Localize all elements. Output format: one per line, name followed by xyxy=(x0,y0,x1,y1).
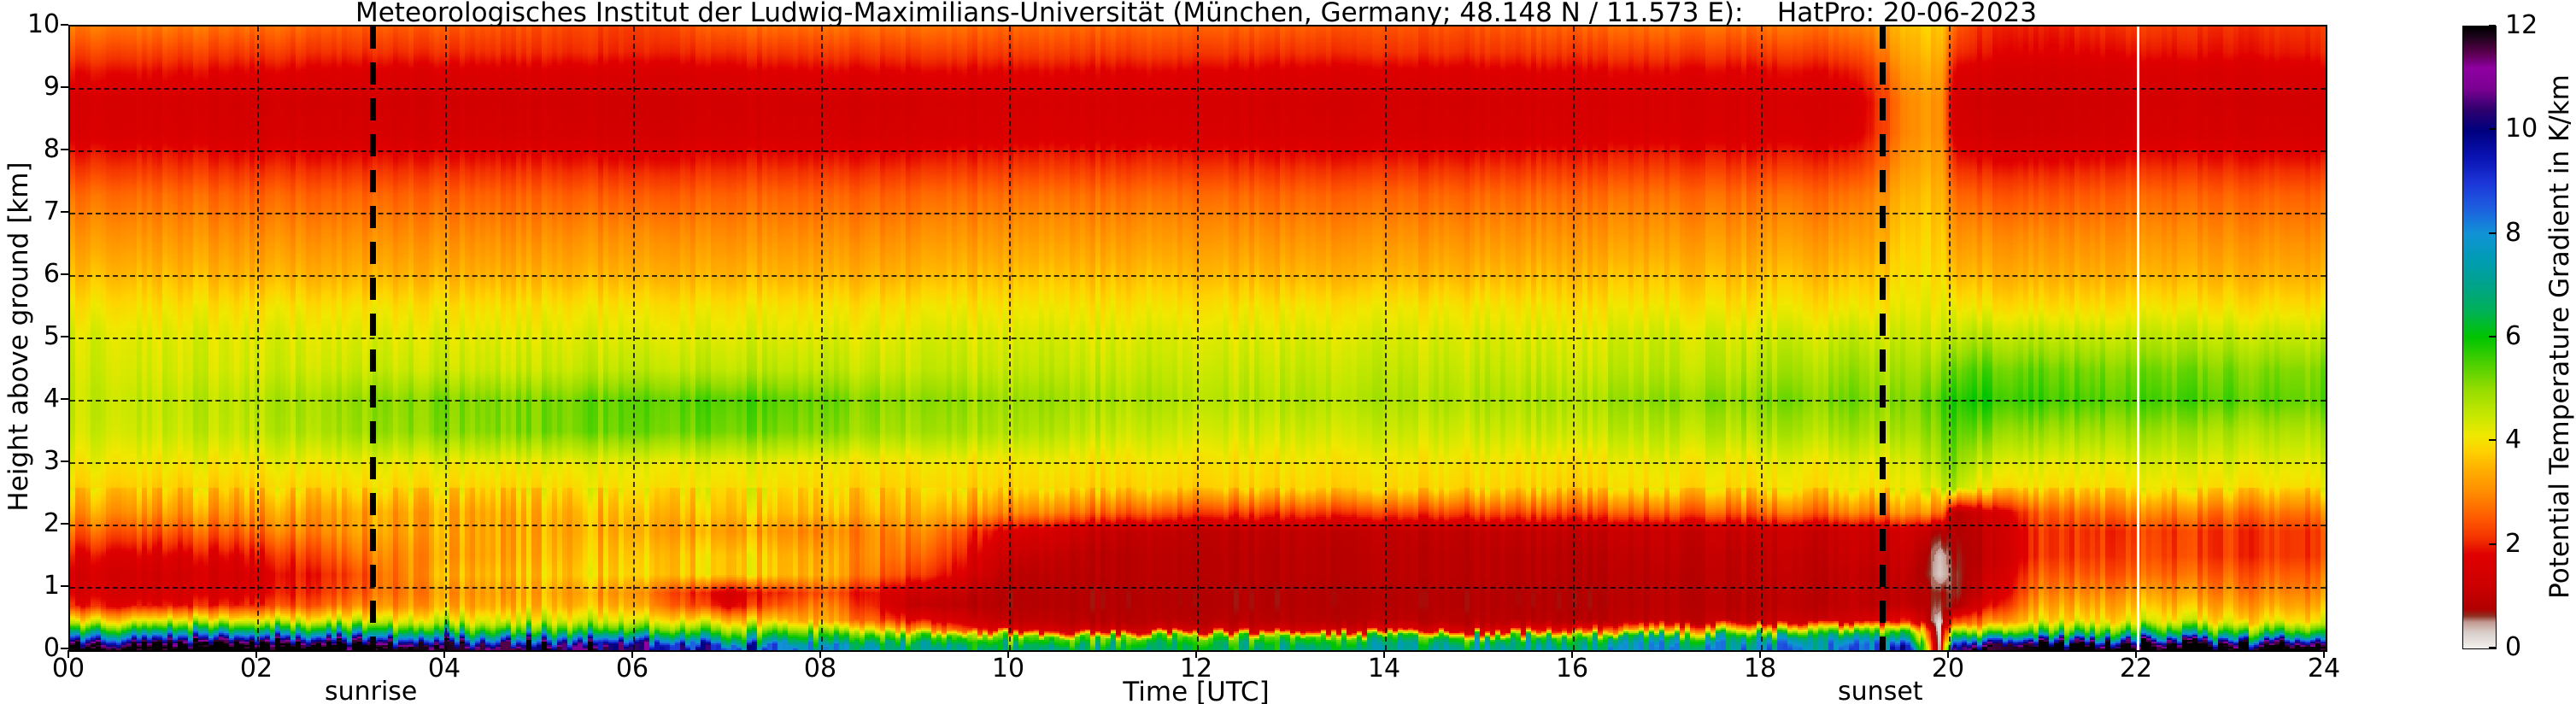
colorbar-tick-label: 4 xyxy=(2505,425,2522,455)
y-tick-mark xyxy=(61,149,68,150)
sunrise-label: sunrise xyxy=(324,677,418,704)
x-tick-label: 02 xyxy=(239,654,273,683)
plot-area xyxy=(68,25,2327,652)
x-tick-mark xyxy=(1947,650,1949,658)
x-tick-mark xyxy=(1571,650,1573,658)
y-tick-label: 2 xyxy=(43,508,60,538)
gridline-vertical xyxy=(1949,26,1951,650)
x-tick-label: 08 xyxy=(803,654,837,683)
gridline-vertical xyxy=(1009,26,1011,650)
x-tick-mark xyxy=(631,650,633,658)
y-tick-label: 5 xyxy=(43,321,60,351)
y-tick-mark xyxy=(61,523,68,525)
colorbar-tick-label: 12 xyxy=(2505,10,2538,40)
y-tick-label: 4 xyxy=(43,384,60,414)
x-tick-mark xyxy=(255,650,257,658)
x-tick-mark xyxy=(1383,650,1385,658)
x-tick-mark xyxy=(2135,650,2137,658)
gridline-vertical xyxy=(821,26,823,650)
x-tick-label: 10 xyxy=(991,654,1025,683)
colorbar-label: Potential Temperature Gradient in K/km xyxy=(2544,74,2575,599)
colorbar-tick-label: 6 xyxy=(2505,321,2522,351)
y-tick-mark xyxy=(61,398,68,400)
x-tick-label: 16 xyxy=(1555,654,1589,683)
y-tick-mark xyxy=(61,648,68,649)
data-gap-line xyxy=(2137,26,2139,650)
x-tick-mark xyxy=(819,650,821,658)
x-tick-label: 24 xyxy=(2307,654,2341,683)
x-tick-label: 18 xyxy=(1743,654,1777,683)
y-tick-label: 9 xyxy=(43,72,60,102)
x-tick-label: 06 xyxy=(615,654,649,683)
x-tick-label: 20 xyxy=(1931,654,1965,683)
gridline-vertical xyxy=(1197,26,1199,650)
y-tick-mark xyxy=(61,585,68,587)
gridline-vertical xyxy=(445,26,447,650)
sunset-label: sunset xyxy=(1838,677,1923,704)
x-tick-label: 14 xyxy=(1367,654,1401,683)
y-tick-label: 7 xyxy=(43,197,60,226)
x-tick-label: 12 xyxy=(1179,654,1213,683)
x-tick-label: 04 xyxy=(427,654,461,683)
y-tick-label: 8 xyxy=(43,134,60,164)
y-tick-label: 0 xyxy=(43,633,60,663)
colorbar-tick-mark xyxy=(2489,647,2496,648)
sunset-line xyxy=(1879,26,1886,650)
y-tick-label: 10 xyxy=(26,9,60,39)
x-tick-mark xyxy=(443,650,445,658)
colorbar-tick-mark xyxy=(2489,25,2496,26)
x-tick-mark xyxy=(1007,650,1009,658)
y-tick-mark xyxy=(61,24,68,26)
gridline-vertical xyxy=(1573,26,1575,650)
chart-title: Meteorologisches Institut der Ludwig-Max… xyxy=(355,0,2037,28)
x-tick-label: 00 xyxy=(51,654,85,683)
y-tick-mark xyxy=(61,461,68,462)
colorbar xyxy=(2462,26,2497,649)
x-tick-mark xyxy=(2323,650,2325,658)
x-axis-label: Time [UTC] xyxy=(1123,677,1270,704)
y-tick-label: 6 xyxy=(43,259,60,289)
colorbar-tick-label: 2 xyxy=(2505,528,2522,559)
colorbar-tick-mark xyxy=(2489,128,2496,131)
colorbar-tick-mark xyxy=(2489,232,2496,234)
y-tick-mark xyxy=(61,86,68,88)
colorbar-tick-mark xyxy=(2489,543,2496,545)
colorbar-tick-mark xyxy=(2489,439,2496,442)
colorbar-tick-label: 8 xyxy=(2505,217,2522,248)
x-tick-label: 22 xyxy=(2119,654,2153,683)
y-tick-mark xyxy=(61,211,68,213)
x-tick-mark xyxy=(1195,650,1197,658)
colorbar-canvas xyxy=(2463,26,2496,648)
sunrise-line xyxy=(370,26,377,650)
x-tick-mark xyxy=(67,650,69,658)
y-tick-label: 3 xyxy=(43,446,60,476)
gridline-vertical xyxy=(1385,26,1387,650)
colorbar-tick-label: 10 xyxy=(2505,114,2538,144)
y-tick-label: 1 xyxy=(43,571,60,601)
y-tick-mark xyxy=(61,273,68,275)
y-tick-mark xyxy=(61,336,68,337)
gridline-vertical xyxy=(1761,26,1763,650)
x-tick-mark xyxy=(1759,650,1761,658)
colorbar-tick-mark xyxy=(2489,336,2496,337)
gridline-vertical xyxy=(257,26,259,650)
colorbar-tick-label: 0 xyxy=(2505,632,2522,662)
gridline-vertical xyxy=(633,26,635,650)
